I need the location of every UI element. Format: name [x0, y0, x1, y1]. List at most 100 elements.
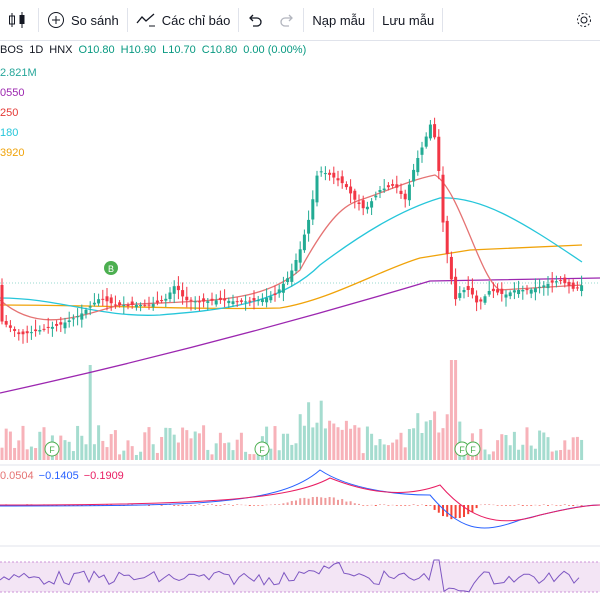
undo-button[interactable] [239, 0, 271, 40]
macd-legend: 0.0504 −0.1405 −0.1909 [0, 470, 124, 482]
volume-bar [231, 450, 235, 460]
macd-histogram-bar [387, 505, 390, 506]
macd-histogram-bar [173, 505, 176, 506]
macd-histogram-bar [563, 504, 566, 505]
candle-body [113, 304, 117, 306]
candle-body [101, 298, 105, 300]
volume-bar [407, 429, 411, 460]
candle-body [349, 186, 353, 194]
candle-body [29, 332, 33, 334]
indicators-button[interactable]: Các chỉ báo [128, 0, 239, 40]
volume-bar [223, 443, 227, 460]
macd-histogram-bar [446, 505, 449, 517]
macd-histogram-bar [349, 501, 352, 505]
candle-body [483, 296, 487, 303]
candle-body [260, 299, 264, 303]
volume-bar [42, 427, 46, 460]
candle-body [42, 328, 46, 330]
candle-body [172, 286, 176, 294]
candle-body [386, 185, 390, 188]
save-template-button[interactable]: Lưu mẫu [374, 0, 442, 40]
volume-bar [538, 430, 542, 460]
candle-body [189, 299, 193, 301]
candle-body [0, 284, 4, 322]
candle-body [399, 190, 403, 194]
interval[interactable]: 1D [29, 44, 44, 56]
candle-body [340, 176, 344, 184]
candle-body [370, 201, 374, 208]
candle-body [504, 294, 508, 298]
volume-bar [118, 454, 122, 460]
macd-histogram-bar [181, 505, 184, 506]
volume-bar [84, 444, 88, 460]
volume-bar [512, 431, 516, 460]
candle-body [420, 147, 424, 155]
candle-body [458, 293, 462, 298]
macd-histogram-bar [194, 505, 197, 506]
volume-bar [13, 447, 17, 460]
volume-bar [134, 454, 138, 460]
candle-body [424, 136, 428, 147]
macd-histogram-bar [202, 505, 205, 506]
candle-body [50, 326, 54, 329]
volume-bar [416, 413, 420, 460]
candle-body [433, 124, 437, 138]
volume-bar [130, 446, 134, 460]
candle-body [181, 290, 185, 297]
candle-body [533, 288, 537, 293]
volume-bar [202, 425, 206, 460]
macd-histogram-bar [55, 505, 58, 506]
volume-bar [71, 451, 75, 460]
candle-body [302, 234, 306, 251]
volume-bar [143, 432, 147, 460]
toolbar-divider [442, 8, 444, 32]
ma-line-purple [0, 277, 600, 394]
candle-body [67, 320, 71, 323]
volume-bar [151, 444, 155, 460]
symbol-name[interactable]: BOS [0, 44, 24, 56]
volume-bar [353, 425, 357, 460]
candle-body [575, 287, 579, 289]
volume-bar [25, 449, 29, 460]
macd-histogram-bar [454, 505, 457, 519]
macd-histogram-bar [458, 505, 461, 519]
candle-body [412, 169, 416, 182]
macd-histogram-bar [425, 505, 428, 506]
ma-line-orange [0, 244, 583, 310]
macd-histogram-bar [416, 505, 419, 506]
macd-histogram-bar [555, 505, 558, 506]
candle-body [147, 304, 151, 306]
candle-body [512, 290, 516, 293]
candle-body [227, 300, 231, 304]
settings-button[interactable] [568, 0, 600, 40]
volume-bar [101, 440, 105, 460]
macd-histogram-bar [236, 504, 239, 505]
macd-histogram-bar [400, 505, 402, 506]
volume-bar [311, 427, 315, 460]
volume-bar [479, 428, 483, 460]
macd-histogram-bar [521, 505, 524, 506]
compare-button[interactable]: So sánh [39, 0, 127, 40]
candle-body [214, 300, 218, 305]
macd-histogram-bar [269, 504, 272, 506]
candle-style-button[interactable] [0, 0, 38, 40]
load-template-button[interactable]: Nạp mẫu [304, 0, 373, 40]
candle-body [151, 303, 155, 307]
macd-histogram-bar [450, 505, 453, 520]
macd-histogram-bar [475, 505, 478, 509]
candles-icon [8, 11, 30, 29]
volume-bar [332, 423, 336, 460]
volume-bar [239, 432, 243, 460]
macd-histogram-bar [429, 505, 432, 506]
candle-body [273, 293, 277, 295]
volume-bar [155, 452, 159, 460]
rsi-line [0, 559, 580, 593]
redo-button[interactable] [271, 0, 303, 40]
macd-histogram-bar [484, 504, 486, 505]
symbol-legend: BOS 1D HNX O10.80 H10.90 L10.70 C10.80 0… [0, 44, 306, 56]
macd-histogram-bar [328, 496, 331, 505]
candle-body [164, 298, 168, 301]
volume-bar [206, 449, 210, 460]
volume-bar [580, 439, 584, 460]
